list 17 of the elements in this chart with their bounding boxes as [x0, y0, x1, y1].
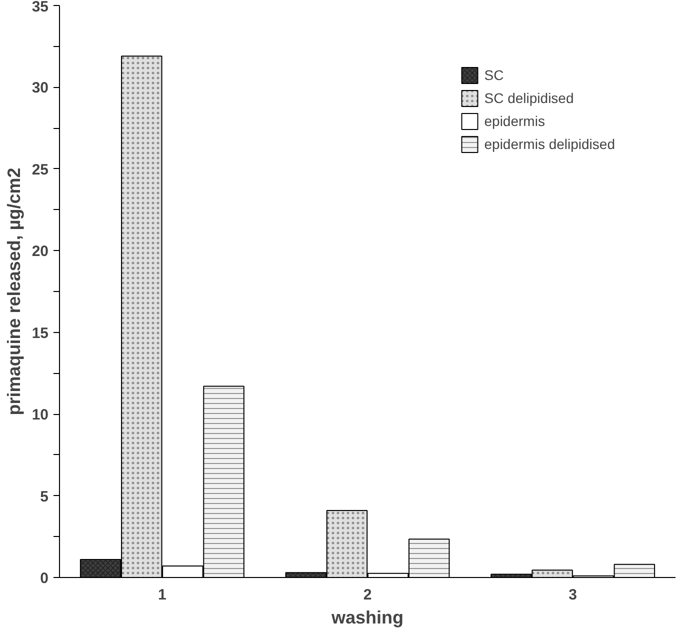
legend-label: epidermis [484, 113, 545, 129]
y-tick-label: 10 [32, 406, 49, 424]
x-axis-title: washing [330, 608, 404, 628]
y-tick-label: 35 [32, 0, 49, 16]
y-tick-label: 0 [40, 570, 48, 587]
y-tick-label: 20 [32, 243, 49, 260]
x-tick-label: 1 [158, 586, 166, 604]
y-axis-title: primaquine released, µg/cm2 [4, 168, 24, 416]
legend-label: SC delipidised [484, 90, 574, 106]
y-tick-label: 30 [32, 80, 49, 97]
y-tick-label: 25 [32, 161, 49, 178]
y-tick-label: 5 [40, 488, 48, 506]
legend-label: epidermis delipidised [484, 136, 615, 152]
x-tick-label: 2 [363, 586, 372, 604]
legend-label: SC [484, 67, 504, 83]
y-tick-label: 15 [32, 324, 49, 342]
x-tick-label: 3 [568, 586, 578, 604]
